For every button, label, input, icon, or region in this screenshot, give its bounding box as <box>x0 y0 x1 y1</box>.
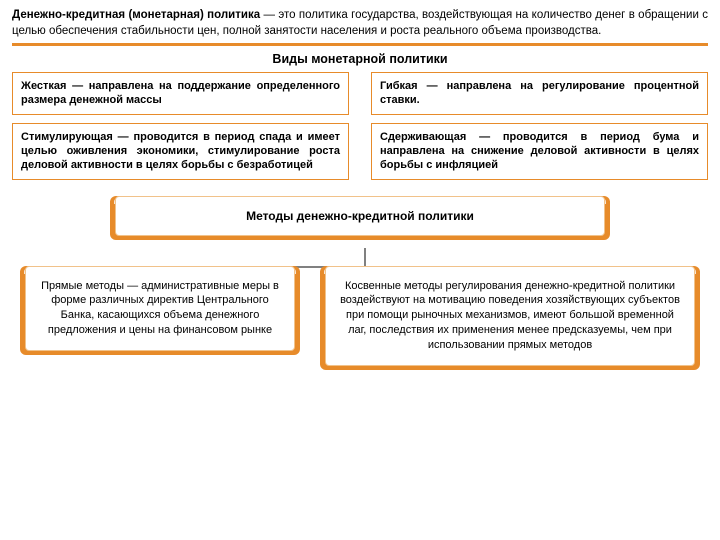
child-right: Косвенные методы регулирования денежно-к… <box>320 258 700 388</box>
type-cell-stimulating: Стимулирующая — проводится в период спад… <box>12 123 349 180</box>
tree-root: Методы денежно-кредитной политики <box>110 196 610 240</box>
intro-bold: Денежно-кредитная (монетарная) политика <box>12 9 260 21</box>
left-box: Прямые методы — административные меры в … <box>25 266 295 351</box>
intro-paragraph: Денежно-кредитная (монетарная) политика … <box>12 8 708 39</box>
child-left: Прямые методы — административные меры в … <box>20 258 300 388</box>
type-cell-flexible: Гибкая — направлена на регулирование про… <box>371 72 708 115</box>
type-cell-restraining: Сдерживающая — проводится в период бума … <box>371 123 708 180</box>
types-title: Виды монетарной политики <box>12 52 708 66</box>
type-cell-hard: Жесткая — направлена на поддержание опре… <box>12 72 349 115</box>
tree-children: Прямые методы — административные меры в … <box>12 258 708 388</box>
root-box: Методы денежно-кредитной политики <box>115 196 605 236</box>
right-box: Косвенные методы регулирования денежно-к… <box>325 266 695 366</box>
right-box-outer: Косвенные методы регулирования денежно-к… <box>320 266 700 370</box>
underline-accent <box>12 43 708 46</box>
methods-tree: Методы денежно-кредитной политики Прямые… <box>12 196 708 388</box>
left-box-outer: Прямые методы — административные меры в … <box>20 266 300 355</box>
types-grid: Жесткая — направлена на поддержание опре… <box>12 72 708 179</box>
root-box-outer: Методы денежно-кредитной политики <box>110 196 610 240</box>
